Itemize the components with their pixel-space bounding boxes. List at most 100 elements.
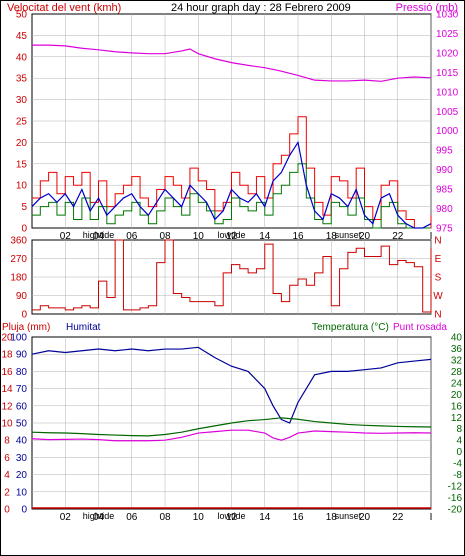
x-tick-top: 20 xyxy=(359,231,371,242)
y-tick-wind: 40 xyxy=(16,52,28,63)
y-tick-humidity: 90 xyxy=(16,350,28,361)
event-label-top: hightide xyxy=(83,230,115,240)
x-axis-top: 02 04 06 08 10 12 14 16 18 20 22 I hight… xyxy=(60,230,433,242)
x-tick-bottom: 22 xyxy=(392,512,404,523)
y-tick-rain: 4 xyxy=(4,470,10,481)
y-tick-humidity: 30 xyxy=(16,453,28,464)
x-tick-bottom: I xyxy=(430,512,433,523)
x-tick-top: 22 xyxy=(392,231,404,242)
x-tick-bottom: 02 xyxy=(60,512,72,523)
y-tick-rain: 0 xyxy=(4,505,10,516)
y-tick-direction: 90 xyxy=(16,291,28,302)
y-tick-rain: 20 xyxy=(1,333,13,344)
y-tick-temperature: -16 xyxy=(448,493,463,504)
dewpoint-line xyxy=(31,429,432,442)
labels-layer: 0510152025303540455097598098599099510001… xyxy=(1,10,462,516)
y-tick-temperature: 40 xyxy=(451,333,463,344)
y-tick-rain: 12 xyxy=(1,401,13,412)
y-tick-temperature: 32 xyxy=(451,355,463,366)
y-tick-rain: 8 xyxy=(4,436,10,447)
y-tick-pressure: 985 xyxy=(436,185,453,196)
compass-label: W xyxy=(433,291,443,302)
y-tick-temperature: 0 xyxy=(456,447,462,458)
y-tick-wind: 0 xyxy=(21,224,27,235)
y-tick-pressure: 990 xyxy=(436,165,453,176)
y-tick-pressure: 1030 xyxy=(436,10,459,21)
x-tick-bottom: 06 xyxy=(126,512,138,523)
y-tick-humidity: 100 xyxy=(10,333,27,344)
x-tick-top: 14 xyxy=(259,231,271,242)
y-tick-wind: 5 xyxy=(21,202,27,213)
y-tick-rain: 6 xyxy=(4,453,10,464)
y-tick-humidity: 60 xyxy=(16,401,28,412)
y-tick-wind: 50 xyxy=(16,10,28,21)
y-tick-temperature: 4 xyxy=(456,436,462,447)
rain-title: Pluja (mm) xyxy=(2,322,50,333)
temperature-line xyxy=(31,417,432,437)
x-tick-bottom: 18 xyxy=(326,512,338,523)
x-tick-top: 04 xyxy=(93,231,105,242)
y-tick-temperature: 12 xyxy=(451,413,463,424)
y-tick-pressure: 1005 xyxy=(436,107,459,118)
y-tick-rain: 14 xyxy=(1,384,13,395)
y-tick-direction: 270 xyxy=(10,254,27,265)
y-tick-pressure: 1015 xyxy=(436,68,459,79)
y-tick-wind: 45 xyxy=(16,31,28,42)
y-tick-humidity: 70 xyxy=(16,384,28,395)
x-tick-bottom: 16 xyxy=(292,512,304,523)
y-tick-wind: 35 xyxy=(16,74,28,85)
x-tick-bottom: 20 xyxy=(359,512,371,523)
series-layer xyxy=(31,44,432,509)
y-tick-temperature: -4 xyxy=(453,459,462,470)
y-tick-wind: 15 xyxy=(16,159,28,170)
pressure-line xyxy=(32,44,432,82)
y-tick-temperature: 8 xyxy=(456,424,462,435)
event-label-bottom: hightide xyxy=(83,511,115,521)
y-tick-humidity: 20 xyxy=(16,470,28,481)
y-tick-temperature: 28 xyxy=(451,367,463,378)
y-tick-rain: 16 xyxy=(1,367,13,378)
x-tick-top: 16 xyxy=(292,231,304,242)
x-tick-bottom: 08 xyxy=(159,512,171,523)
y-tick-rain: 10 xyxy=(1,419,13,430)
y-tick-humidity: 50 xyxy=(16,419,28,430)
x-tick-top: 18 xyxy=(326,231,338,242)
direction-line xyxy=(32,239,432,313)
x-tick-bottom: 10 xyxy=(193,512,205,523)
y-tick-wind: 20 xyxy=(16,138,28,149)
y-tick-humidity: 40 xyxy=(16,436,28,447)
x-tick-top: 06 xyxy=(126,231,138,242)
y-tick-pressure: 1020 xyxy=(436,48,459,59)
y-tick-wind: 10 xyxy=(16,181,28,192)
compass-label: N xyxy=(434,236,441,247)
y-tick-temperature: 24 xyxy=(451,378,463,389)
y-tick-pressure: 975 xyxy=(436,224,453,235)
x-tick-bottom: 14 xyxy=(259,512,271,523)
y-tick-pressure: 1000 xyxy=(436,126,459,137)
wind-gust-line xyxy=(32,116,432,229)
y-tick-temperature: -12 xyxy=(448,482,463,493)
event-label-top: sunset xyxy=(335,230,362,240)
humidity-line xyxy=(31,346,432,424)
y-tick-pressure: 1010 xyxy=(436,87,459,98)
compass-label: S xyxy=(435,273,442,284)
y-tick-direction: 180 xyxy=(10,273,27,284)
graph-title: 24 hour graph day : 28 Febrero 2009 xyxy=(171,2,351,14)
wind-title: Velocitat del vent (kmh) xyxy=(7,2,121,14)
y-tick-temperature: 20 xyxy=(451,390,463,401)
y-tick-humidity: 80 xyxy=(16,367,28,378)
compass-label: N xyxy=(434,310,441,321)
x-tick-bottom: 12 xyxy=(226,512,238,523)
x-tick-bottom: 04 xyxy=(93,512,105,523)
x-axis-bottom: 02 04 06 08 10 12 14 16 18 20 22 I hight… xyxy=(60,511,433,523)
pressure-title: Pressió (mb) xyxy=(396,2,458,14)
y-tick-pressure: 1025 xyxy=(436,29,459,40)
y-tick-temperature: -20 xyxy=(448,505,463,516)
event-label-bottom: lowtide xyxy=(217,511,245,521)
x-tick-top: 10 xyxy=(193,231,205,242)
event-label-bottom: sunset xyxy=(335,511,362,521)
y-tick-humidity: 10 xyxy=(16,487,28,498)
event-label-top: lowtide xyxy=(217,230,245,240)
x-tick-top: 12 xyxy=(226,231,238,242)
